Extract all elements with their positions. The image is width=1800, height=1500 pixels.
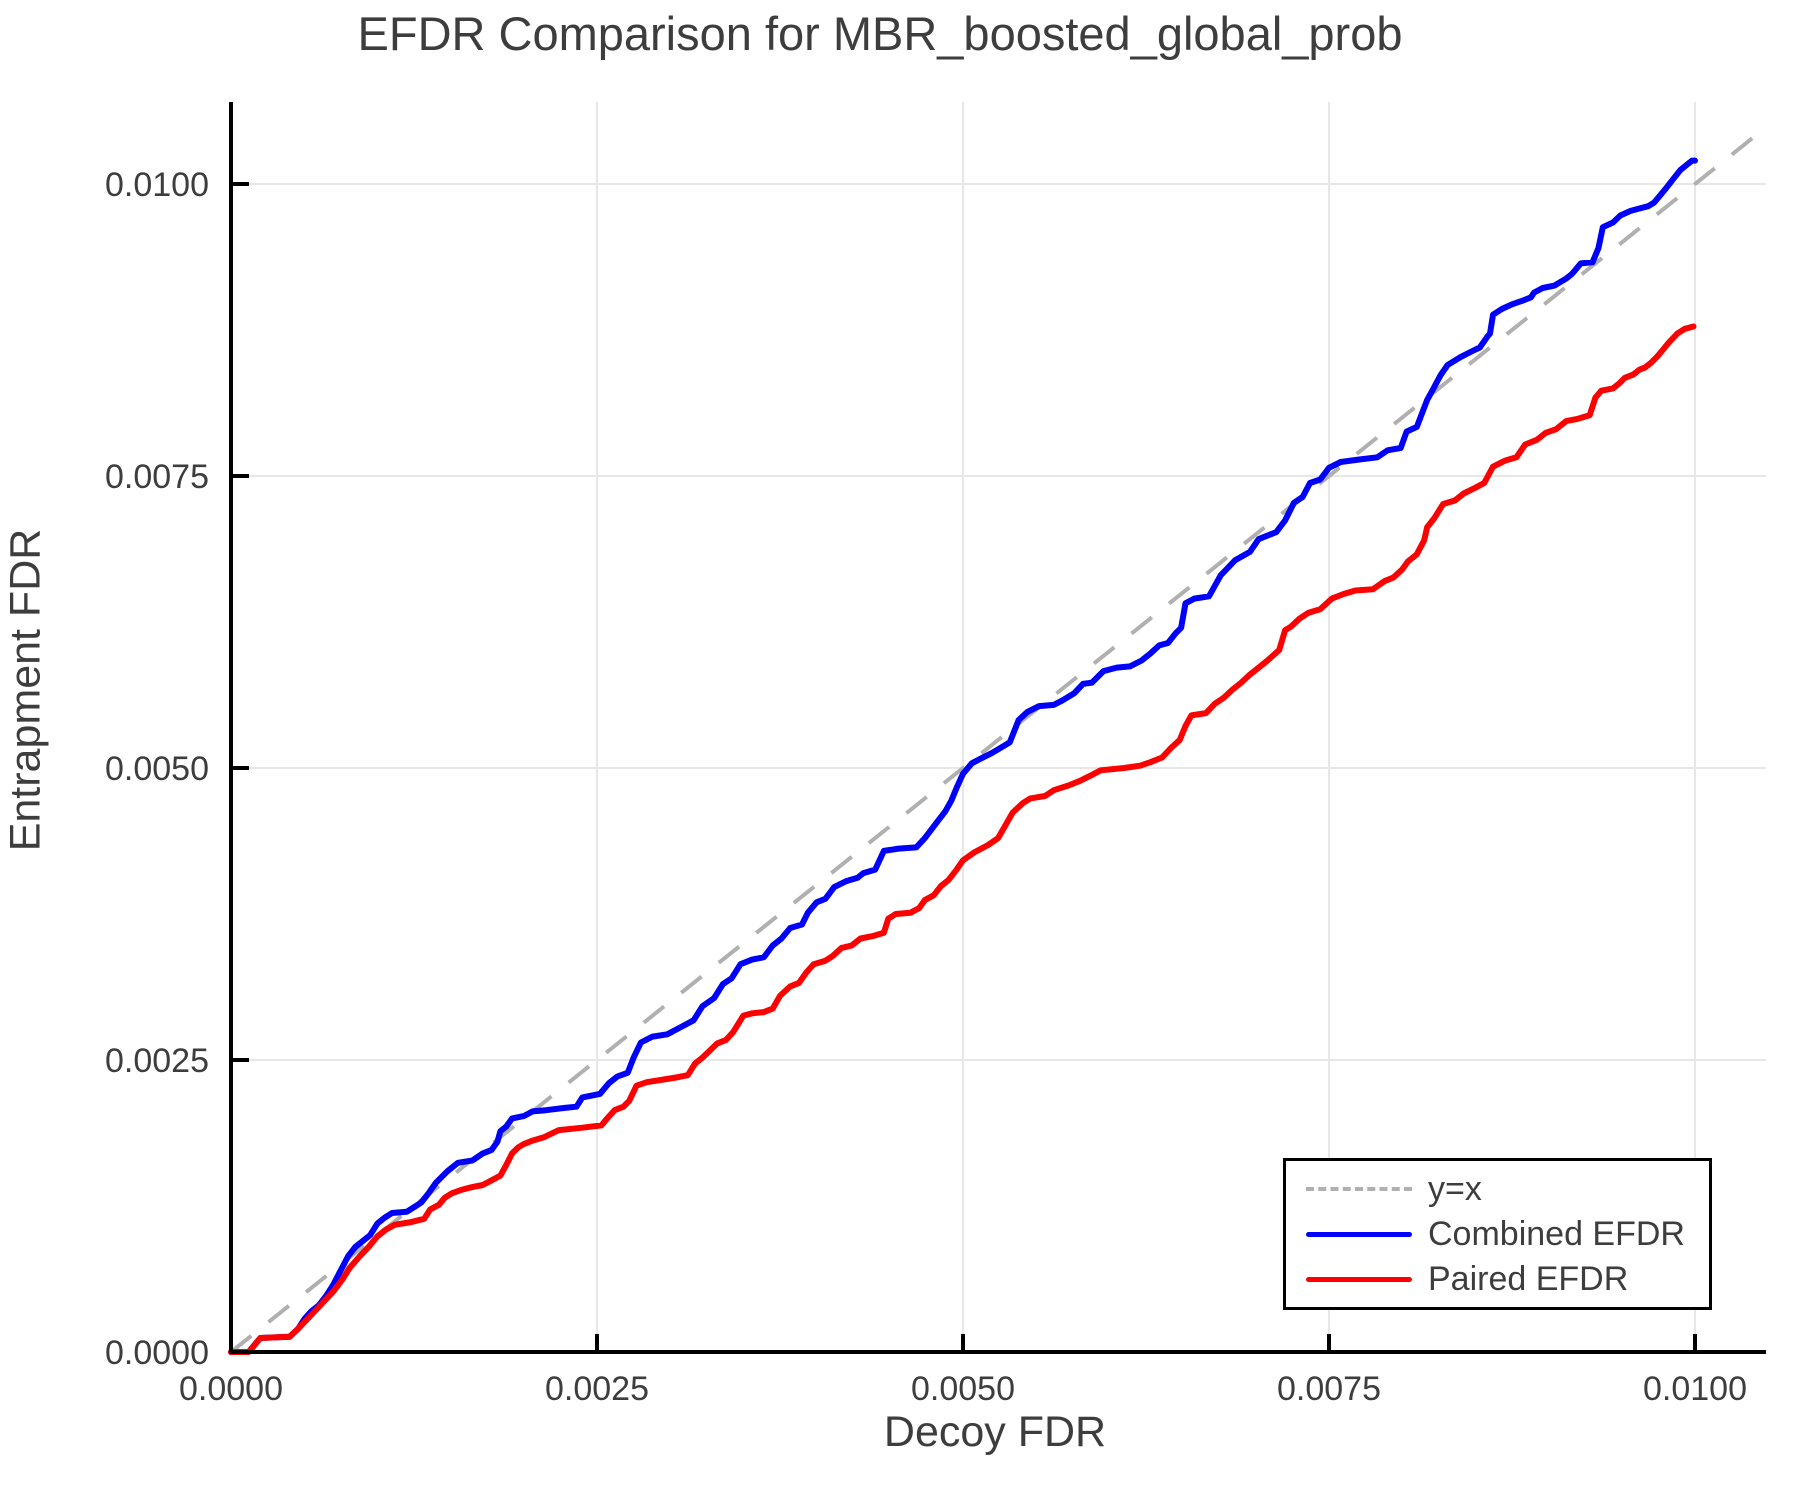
legend-label-reference: y=x — [1428, 1170, 1482, 1208]
combined-line-sample — [1306, 1231, 1412, 1237]
x-tick-label: 0.0000 — [179, 1370, 283, 1408]
combined-efdr-line — [228, 157, 1698, 1355]
chart-title: EFDR Comparison for MBR_boosted_global_p… — [357, 7, 1403, 60]
y-tick-label: 0.0075 — [105, 458, 209, 496]
x-tick-label: 0.0100 — [1643, 1370, 1747, 1408]
legend: y=x Combined EFDR Paired EFDR — [1283, 1158, 1712, 1310]
y-tick-label: 0.0050 — [105, 750, 209, 788]
paired-efdr-line — [228, 323, 1697, 1355]
y-tick-label: 0.0000 — [105, 1334, 209, 1372]
y-tick-label: 0.0100 — [105, 166, 209, 204]
legend-label-paired: Paired EFDR — [1428, 1260, 1629, 1298]
paired-line-sample — [1306, 1276, 1412, 1282]
x-tick-label: 0.0050 — [911, 1370, 1015, 1408]
reference-line-sample — [1306, 1187, 1412, 1191]
legend-row-paired: Paired EFDR — [1306, 1260, 1709, 1298]
reference-diagonal-line — [229, 125, 1768, 1354]
x-tick-label: 0.0025 — [545, 1370, 649, 1408]
legend-row-combined: Combined EFDR — [1306, 1215, 1709, 1253]
x-axis-label: Decoy FDR — [883, 1408, 1107, 1456]
x-tick-label: 0.0075 — [1277, 1370, 1381, 1408]
y-tick-label: 0.0025 — [105, 1042, 209, 1080]
legend-row-reference: y=x — [1306, 1170, 1709, 1208]
legend-label-combined: Combined EFDR — [1428, 1215, 1685, 1253]
